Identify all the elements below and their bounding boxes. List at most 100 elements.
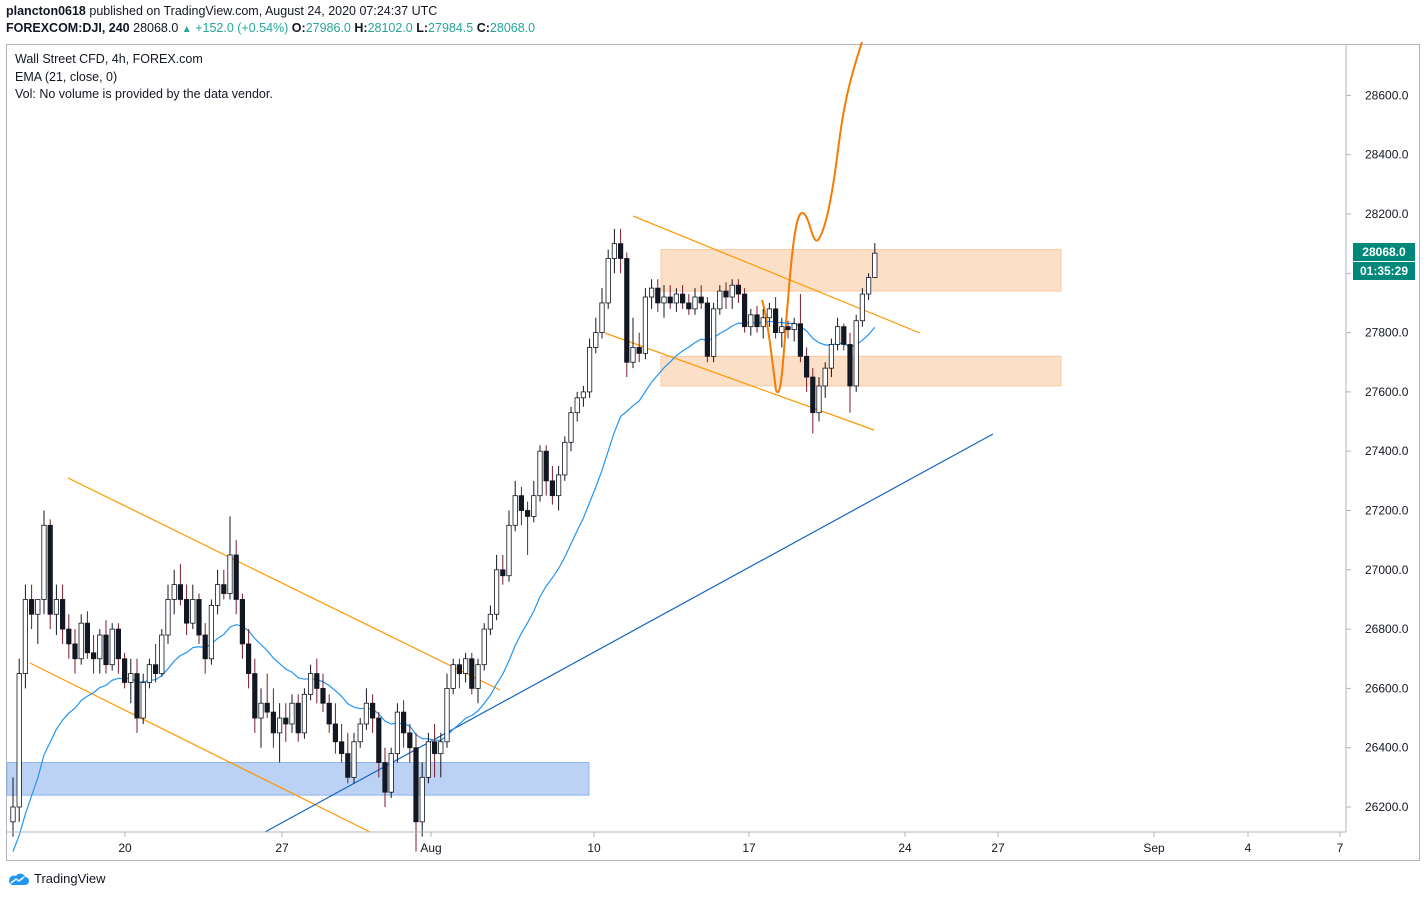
candle [53, 584, 60, 636]
candle-body [804, 355, 810, 378]
candle-body [791, 323, 797, 331]
candle-body [407, 732, 413, 749]
candle [791, 317, 797, 342]
candle [128, 658, 134, 704]
candle [103, 620, 109, 674]
candle-body [128, 673, 134, 683]
candle-body [307, 673, 314, 695]
candle-body [97, 634, 103, 660]
symbol-label[interactable]: FOREXCOM:DJI, 240 [6, 21, 130, 35]
candle [221, 569, 227, 600]
candle [568, 406, 574, 452]
candle-body [10, 806, 16, 823]
candle-body [208, 604, 214, 660]
candle-body [562, 441, 568, 476]
candle-body [450, 664, 456, 689]
candle-body [146, 664, 152, 683]
candle [667, 285, 673, 309]
candle [549, 466, 556, 505]
candle-body [469, 658, 475, 689]
candle [214, 569, 221, 615]
channel-lower-left [29, 662, 371, 833]
candle [72, 629, 78, 674]
candle [320, 673, 326, 713]
candle [431, 723, 438, 778]
candle-body [202, 634, 208, 660]
candle-body [134, 673, 140, 719]
author-name[interactable]: plancton0618 [6, 4, 86, 18]
legend-series[interactable]: Wall Street CFD, 4h, FOREX.com [15, 52, 203, 66]
candle [376, 712, 382, 778]
candle [338, 723, 345, 763]
candle [394, 703, 401, 763]
candle [847, 332, 853, 413]
candle [227, 516, 233, 600]
candle [785, 320, 791, 339]
candle-body [692, 296, 698, 310]
candle-body [735, 284, 742, 295]
published-text: published on TradingView.com, August 24,… [89, 4, 438, 18]
price-tick-label: 28400.0 [1365, 148, 1409, 162]
ema-layer [12, 320, 876, 852]
price-tick-label: 26600.0 [1365, 681, 1409, 695]
candle-body [704, 302, 711, 357]
channel-upper-right [632, 215, 921, 334]
candle [462, 652, 469, 683]
candle [537, 445, 543, 502]
candle-body [822, 367, 828, 387]
time-tick-label: 17 [742, 841, 756, 855]
low-label: L: [416, 21, 429, 35]
candle-body [500, 569, 506, 577]
candle-body [332, 723, 339, 743]
low-value: 27984.5 [428, 21, 474, 35]
candle [295, 694, 301, 742]
chart-frame[interactable] [6, 44, 1420, 861]
candle-body [810, 376, 816, 414]
candle-body [35, 599, 41, 615]
candle-body [835, 326, 841, 345]
cloud-logo-icon [9, 873, 29, 885]
high-label: H: [354, 21, 368, 35]
candle [642, 288, 649, 360]
candle-body [22, 599, 29, 674]
candle [419, 762, 425, 837]
candle [562, 436, 568, 481]
candle-body [847, 344, 853, 387]
candle-body [345, 753, 351, 778]
candle-body [462, 658, 469, 674]
candle-body [376, 717, 382, 763]
open-value: 27986.0 [305, 21, 351, 35]
candle [748, 308, 754, 336]
candle-body [270, 711, 277, 734]
candle-body [766, 308, 773, 319]
candle-body [301, 693, 308, 734]
candle-body [456, 664, 463, 674]
candle [618, 228, 624, 274]
candle-body [493, 569, 500, 615]
open-label: O: [291, 21, 306, 35]
candle [636, 332, 642, 363]
candle-body [388, 753, 394, 793]
candle [66, 614, 72, 659]
candle [742, 288, 748, 333]
candle-body [568, 412, 574, 443]
candle-body [140, 682, 146, 719]
bar-countdown-tag: 01:35:29 [1353, 262, 1415, 280]
candle [28, 584, 35, 630]
candle-body [425, 741, 432, 778]
candle [493, 554, 500, 621]
candle [593, 317, 599, 354]
time-tick-label: 27 [275, 841, 289, 855]
price-change: +152.0 (+0.54%) [195, 21, 289, 35]
legend-ema[interactable]: EMA (21, close, 0) [15, 70, 118, 84]
candle [177, 563, 183, 606]
candle-body [431, 741, 438, 755]
candle [382, 747, 388, 807]
price-tick-label: 27200.0 [1365, 504, 1409, 518]
candle-body [686, 302, 692, 310]
tradingview-logo[interactable]: TradingView [6, 871, 106, 886]
candle-body [103, 634, 109, 666]
candle-body [276, 717, 283, 734]
price-tick-label: 26800.0 [1365, 622, 1409, 636]
